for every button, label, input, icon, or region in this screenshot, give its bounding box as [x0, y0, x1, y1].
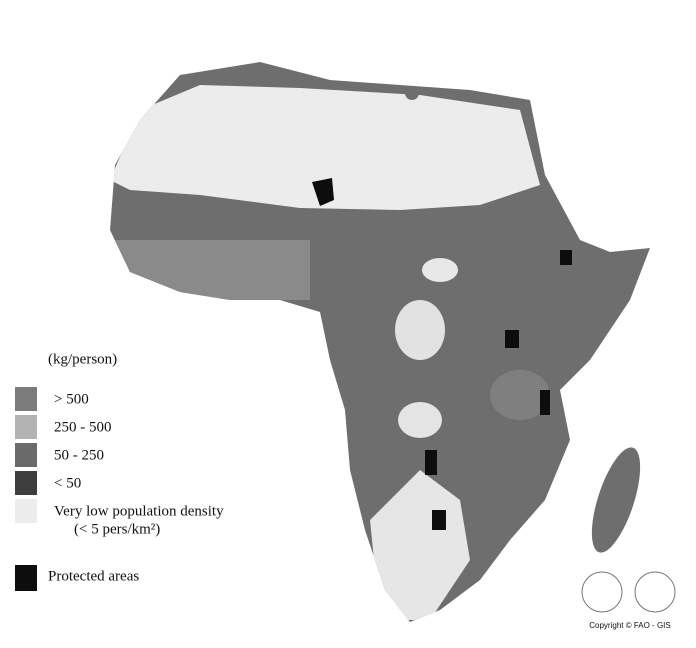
credit: Copyright © FAO - GIS — [589, 621, 670, 630]
madagascar — [591, 447, 641, 553]
legend-label: Protected areas — [48, 568, 139, 584]
legend-title: (kg/person) — [48, 351, 117, 367]
legend-swatch — [15, 499, 37, 523]
legend-swatch — [15, 565, 37, 591]
legend-swatch — [15, 471, 37, 495]
legend: > 500 250 - 500 50 - 250 < 50 Very low popul… — [15, 387, 224, 591]
legend-label: > 500 — [54, 391, 89, 407]
legend-swatch — [15, 387, 37, 411]
legend-swatch — [15, 443, 37, 467]
africa — [110, 62, 650, 622]
legend-label: 250 - 500 — [54, 419, 112, 435]
logos — [581, 571, 676, 613]
legend-sublabel: (< 5 pers/km²) — [74, 521, 160, 537]
island — [405, 86, 419, 100]
legend-label: < 50 — [54, 475, 81, 491]
legend-label: 50 - 250 — [54, 447, 104, 463]
legend-label: Very low population density — [54, 503, 224, 519]
legend-swatch — [15, 415, 37, 439]
